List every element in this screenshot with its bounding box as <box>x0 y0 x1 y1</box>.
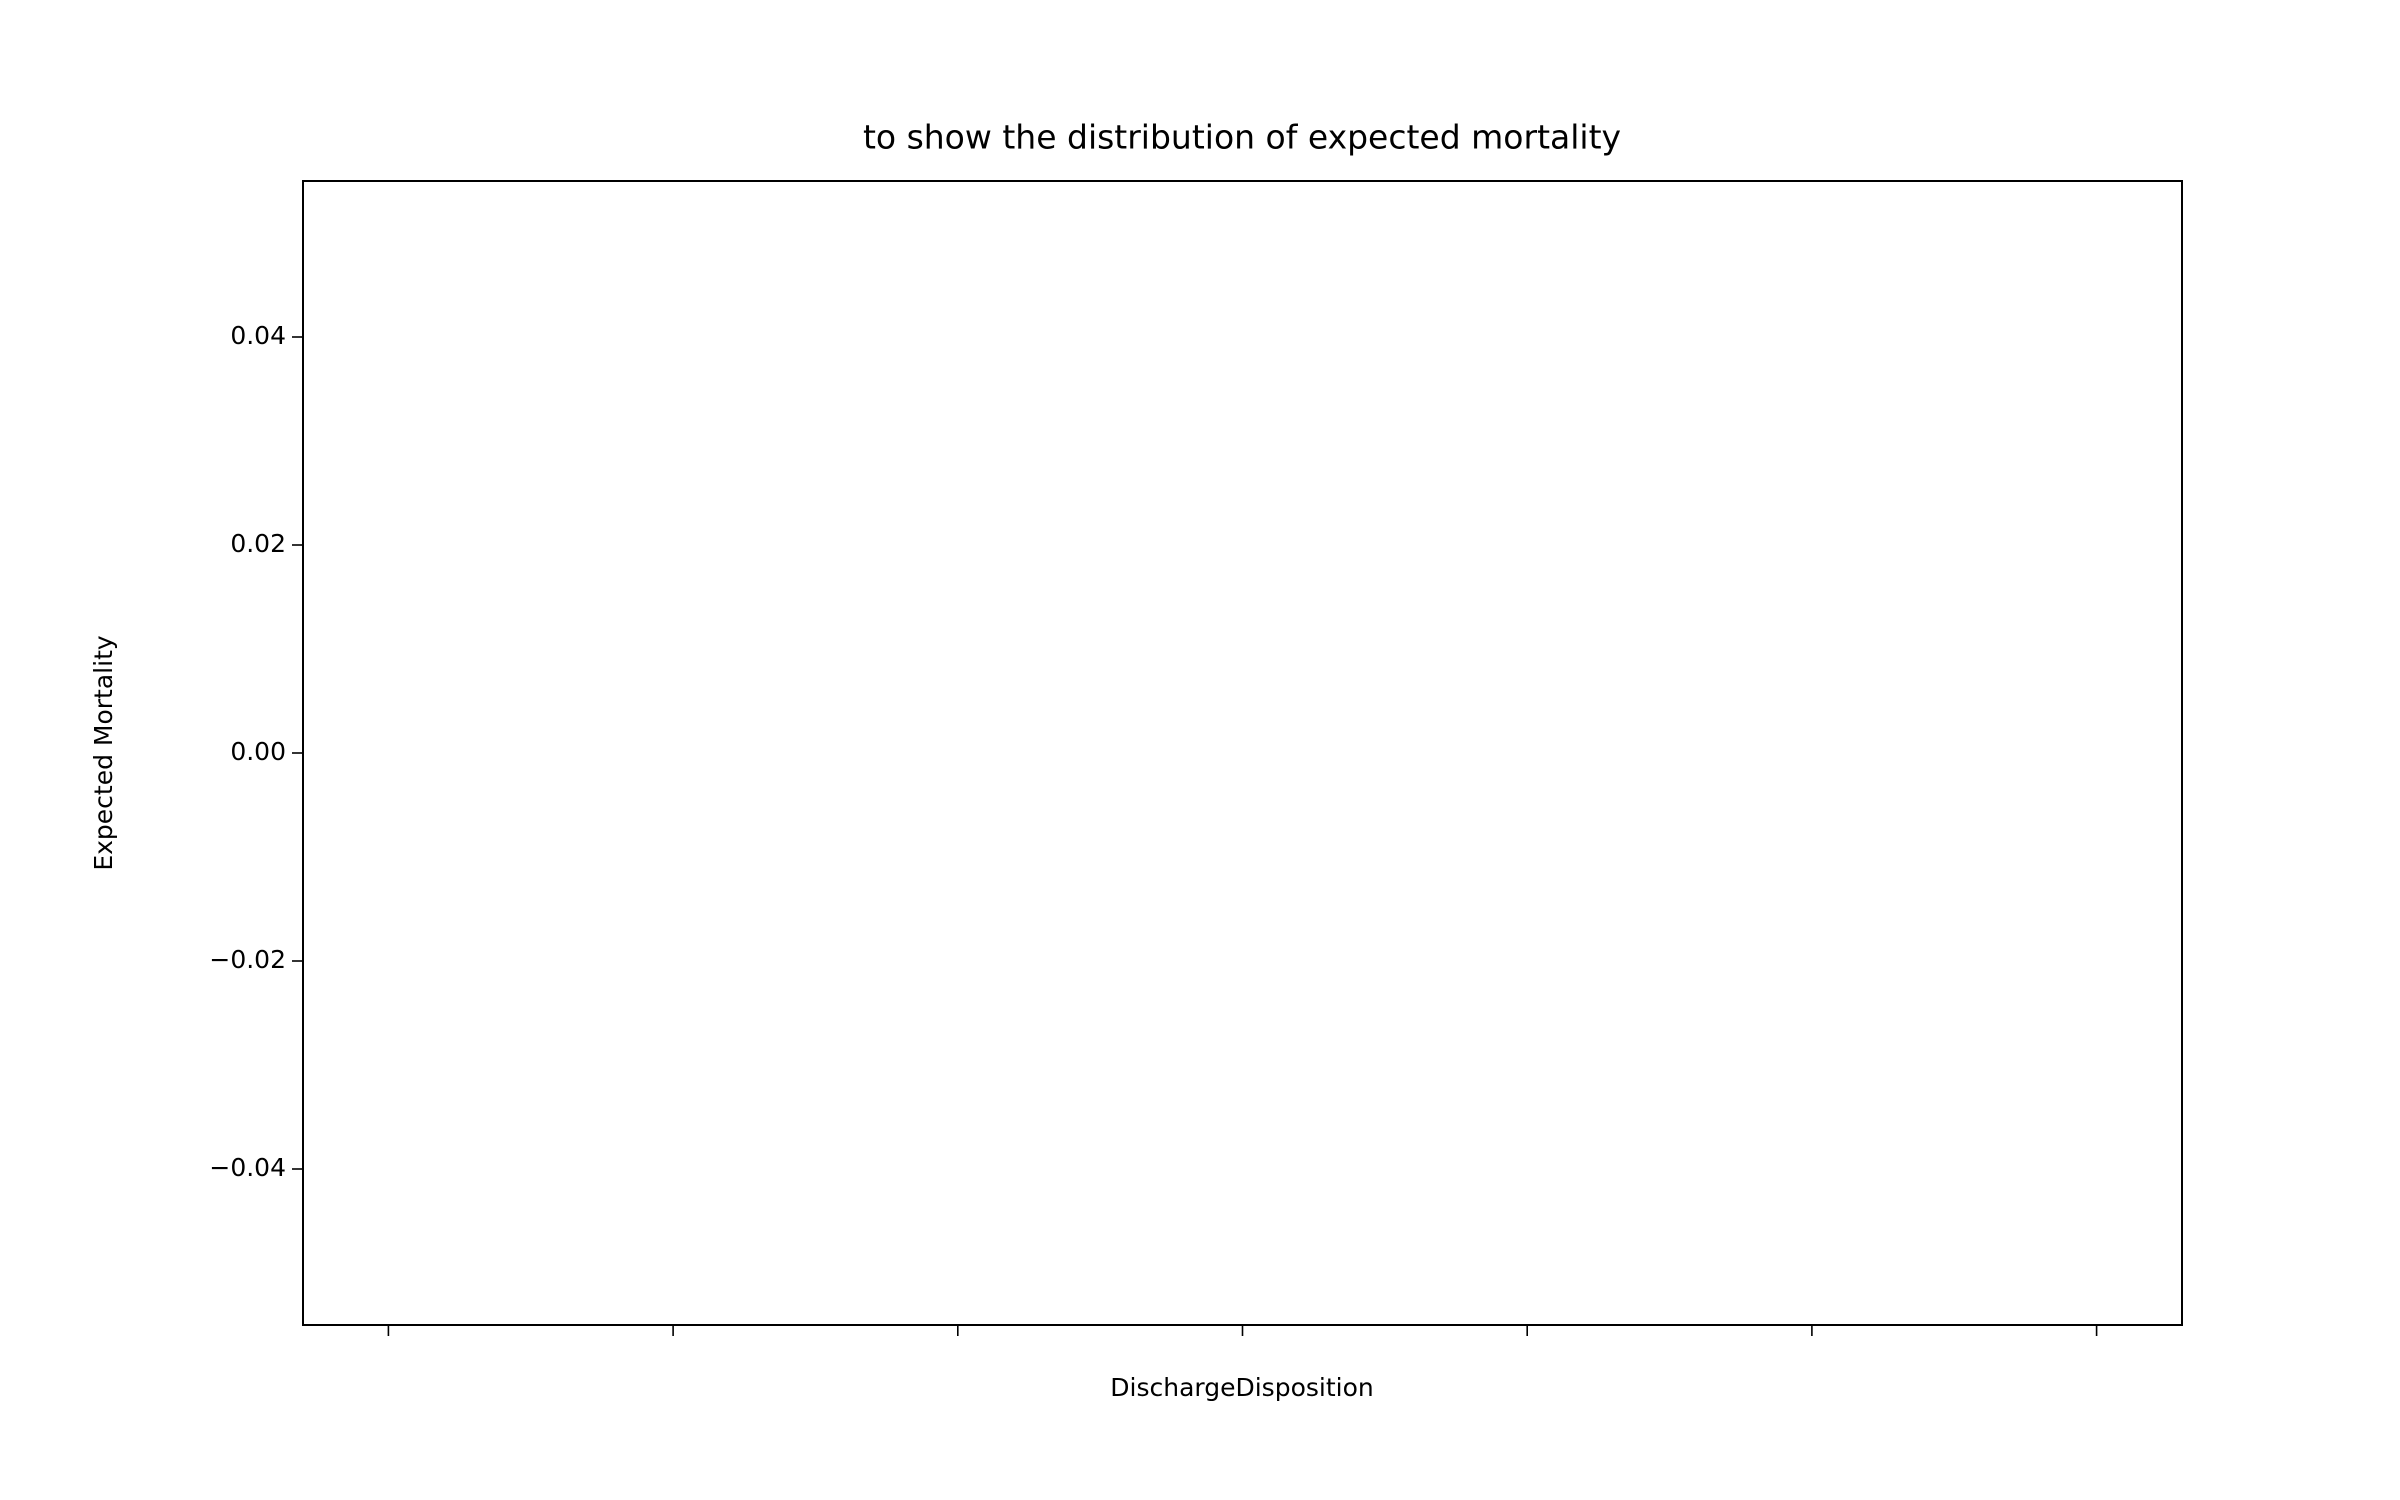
y-tick-label: −0.02 <box>209 945 286 974</box>
chart-title: to show the distribution of expected mor… <box>863 118 1621 157</box>
y-tick-label: −0.04 <box>209 1153 286 1182</box>
y-tick-label: 0.00 <box>230 737 286 766</box>
y-tick-label: 0.02 <box>230 529 286 558</box>
y-tick-label: 0.04 <box>230 321 286 350</box>
x-axis-label: DischargeDisposition <box>1110 1373 1373 1402</box>
y-axis-label: Expected Mortality <box>89 635 118 871</box>
